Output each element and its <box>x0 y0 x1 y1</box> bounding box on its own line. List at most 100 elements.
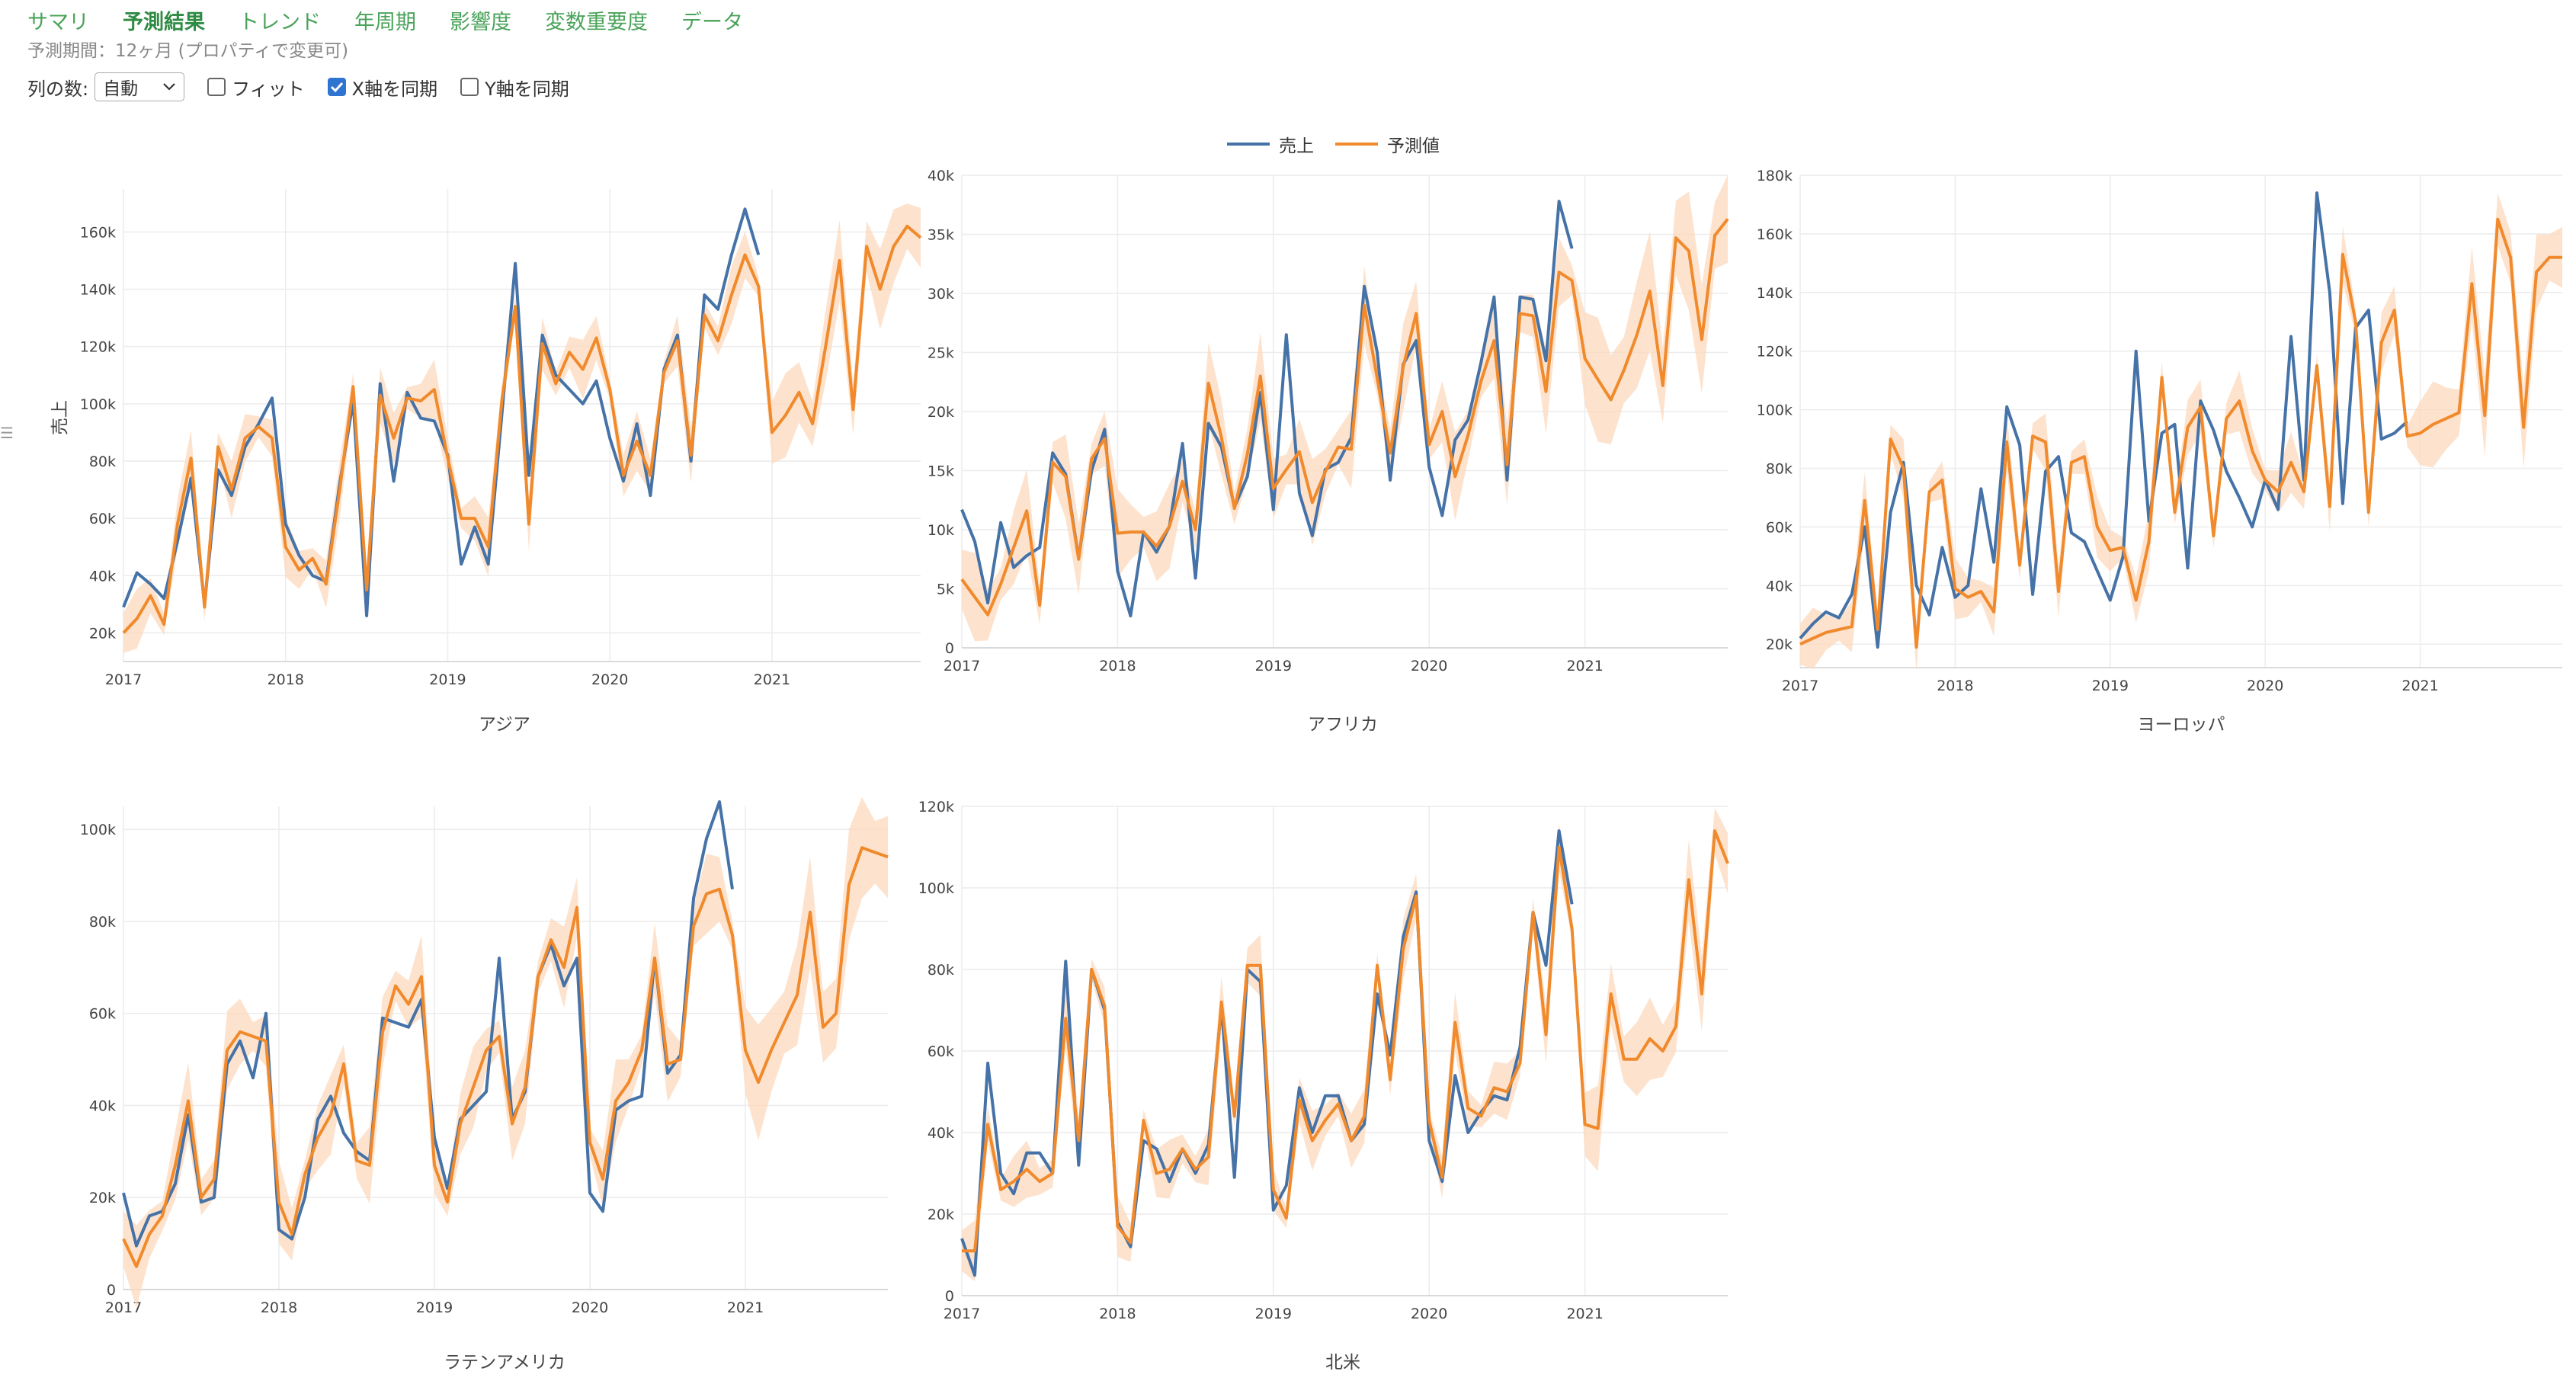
x-tick-label: 2020 <box>591 671 628 688</box>
chart-panel-1: 0 5k 10k 15k 20k 25k 30k 35k 40k 2017 2018 2019 2020… <box>928 168 1729 735</box>
x-tick-label: 2017 <box>105 1299 142 1316</box>
x-tick-label: 2021 <box>754 671 790 688</box>
y-tick-label: 120k <box>918 799 954 815</box>
panel-title: ヨーロッパ <box>2138 715 2225 735</box>
tab-1[interactable]: 予測結果 <box>123 11 205 34</box>
x-tick-label: 2020 <box>572 1299 608 1316</box>
sync-y-checkbox[interactable]: Y軸を同期 <box>460 74 569 101</box>
fit-checkbox[interactable]: フィット <box>207 74 305 101</box>
columns-select[interactable]: 自動 <box>95 72 185 101</box>
y-tick-label: 15k <box>928 463 954 480</box>
x-tick-label: 2017 <box>1782 678 1818 694</box>
y-tick-label: 180k <box>1757 168 1793 184</box>
y-tick-label: 0 <box>107 1282 116 1299</box>
legend-label-actual: 売上 <box>1279 136 1314 156</box>
y-tick-label: 140k <box>1757 285 1793 302</box>
y-tick-label: 5k <box>937 582 954 598</box>
y-tick-label: 100k <box>80 822 116 838</box>
x-tick-label: 2019 <box>2092 678 2129 694</box>
chevron-down-icon <box>163 83 175 91</box>
tab-bar: サマリ 予測結果 トレンド 年周期 影響度 変数重要度 データ <box>27 6 777 40</box>
y-tick-label: 40k <box>89 1097 116 1114</box>
tab-6[interactable]: データ <box>681 11 743 34</box>
x-tick-label: 2018 <box>1099 658 1136 674</box>
x-tick-label: 2018 <box>1937 678 1973 694</box>
y-tick-label: 80k <box>928 962 954 979</box>
series-forecast-line <box>122 846 889 1268</box>
y-tick-label: 120k <box>1757 344 1793 360</box>
x-tick-label: 2020 <box>1411 658 1447 674</box>
chart-panel-2: 20k 40k 60k 80k 100k 120k 140k 160k 180k 2017 2018… <box>1757 168 2562 735</box>
y-tick-label: 60k <box>89 511 116 527</box>
sync-x-checkbox-box[interactable] <box>327 78 346 96</box>
legend-swatch-forecast <box>1335 143 1378 146</box>
y-tick-label: 60k <box>89 1006 116 1023</box>
x-tick-label: 2021 <box>2401 678 2438 694</box>
grid-icon[interactable]: ☰ <box>0 424 14 442</box>
legend-item-forecast[interactable]: 予測値 <box>1335 131 1440 157</box>
y-tick-label: 100k <box>1757 402 1793 419</box>
x-tick-label: 2017 <box>105 671 142 688</box>
y-tick-label: 140k <box>80 282 116 299</box>
sync-x-label: X軸を同期 <box>351 78 438 100</box>
chart-panel-4: 0 20k 40k 60k 80k 100k 120k 2017 2018 2019 2020 202… <box>918 799 1729 1373</box>
fit-label: フィット <box>232 78 305 100</box>
series-forecast-line <box>1799 217 2562 649</box>
y-tick-label: 80k <box>1766 461 1793 478</box>
y-tick-label: 10k <box>928 522 954 539</box>
y-tick-label: 40k <box>1766 578 1793 594</box>
series-actual-line <box>122 207 761 617</box>
check-icon <box>330 82 343 92</box>
forecast-period-note: 予測期間：12ヶ月 (プロパティで変更可) <box>27 41 349 61</box>
y-tick-label: 20k <box>1766 636 1793 653</box>
chart-legend: 売上 予測値 <box>1227 131 1461 157</box>
tab-0[interactable]: サマリ <box>27 11 89 34</box>
tab-5[interactable]: 変数重要度 <box>545 11 648 34</box>
x-tick-label: 2019 <box>429 671 466 688</box>
x-tick-label: 2017 <box>944 1306 980 1322</box>
y-tick-label: 20k <box>928 1206 954 1223</box>
legend-label-forecast: 予測値 <box>1387 136 1440 156</box>
y-tick-label: 120k <box>80 339 116 356</box>
y-tick-label: 0 <box>945 640 954 657</box>
columns-select-value: 自動 <box>103 79 139 99</box>
y-tick-label: 100k <box>80 396 116 413</box>
x-tick-label: 2018 <box>268 671 304 688</box>
x-tick-label: 2020 <box>2247 678 2283 694</box>
confidence-band <box>962 807 1728 1282</box>
sync-x-checkbox[interactable]: X軸を同期 <box>327 74 438 101</box>
series-forecast-line <box>962 829 1729 1253</box>
chart-panel-0: 20k 40k 60k 80k 100k 120k 140k 160k 2017 2018 2019… <box>50 189 922 735</box>
tab-3[interactable]: 年周期 <box>354 11 416 34</box>
y-tick-label: 0 <box>945 1288 954 1305</box>
series-forecast-line <box>960 218 1729 617</box>
x-tick-label: 2019 <box>416 1299 453 1316</box>
y-tick-label: 80k <box>89 453 116 470</box>
y-tick-label: 60k <box>928 1043 954 1060</box>
y-tick-label: 30k <box>928 286 954 303</box>
y-tick-label: 35k <box>928 227 954 244</box>
panel-title: ラテンアメリカ <box>444 1353 566 1373</box>
x-tick-label: 2019 <box>1255 1306 1292 1322</box>
x-tick-label: 2020 <box>1411 1306 1447 1322</box>
sync-y-checkbox-box[interactable] <box>460 78 479 96</box>
fit-checkbox-box[interactable] <box>207 78 226 96</box>
legend-swatch-actual <box>1227 143 1270 146</box>
chart-panel-3: 0 20k 40k 60k 80k 100k 2017 2018 2019 2020 2021 ラテン… <box>80 796 889 1373</box>
y-tick-label: 40k <box>928 168 954 184</box>
y-tick-label: 160k <box>1757 226 1793 243</box>
x-tick-label: 2021 <box>727 1299 764 1316</box>
confidence-band <box>123 796 888 1308</box>
panel-title: アフリカ <box>1308 715 1378 735</box>
confidence-band <box>962 175 1728 642</box>
tab-2[interactable]: トレンド <box>239 11 321 34</box>
y-tick-label: 20k <box>89 1190 116 1206</box>
legend-item-actual[interactable]: 売上 <box>1227 131 1314 157</box>
y-tick-label: 20k <box>928 404 954 421</box>
series-actual-line <box>1799 191 2408 649</box>
controls-bar: 列の数: 自動 フィット X軸を同期 Y軸を同期 <box>27 70 592 104</box>
x-tick-label: 2018 <box>261 1299 297 1316</box>
x-tick-label: 2018 <box>1099 1306 1136 1322</box>
tab-4[interactable]: 影響度 <box>450 11 511 34</box>
